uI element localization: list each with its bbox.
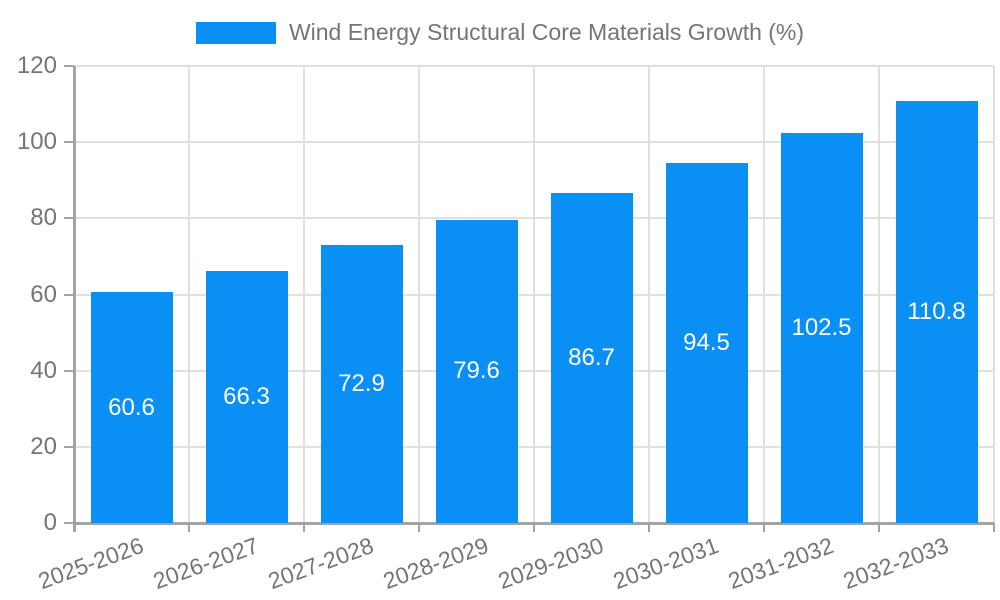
y-tick-label: 120: [16, 52, 57, 79]
bar-value-label: 66.3: [223, 382, 270, 410]
x-tick-label: 2027-2028: [264, 532, 377, 595]
x-tick-mark: [648, 523, 650, 532]
y-tick-mark: [64, 217, 74, 220]
y-tick-mark: [64, 65, 74, 67]
x-tick-label: 2026-2027: [149, 532, 262, 595]
y-tick-mark: [64, 369, 74, 372]
bar: [90, 292, 173, 523]
y-tick-label: 80: [30, 204, 57, 232]
gridline-vertical: [763, 66, 765, 523]
bar-value-label: 60.6: [108, 393, 155, 421]
legend-label: Wind Energy Structural Core Materials Gr…: [288, 19, 805, 45]
x-axis-line: [74, 522, 994, 525]
gridline-vertical: [878, 66, 880, 523]
bar: [320, 245, 403, 523]
y-tick-label: 0: [43, 509, 57, 536]
x-tick-mark: [533, 523, 535, 532]
y-axis-line: [73, 66, 76, 532]
bar: [665, 163, 748, 523]
x-tick-mark: [303, 523, 305, 532]
bar: [895, 101, 978, 523]
gridline-vertical: [418, 66, 420, 523]
gridline-vertical: [993, 66, 995, 523]
bar: [205, 270, 288, 523]
x-tick-mark: [418, 523, 420, 532]
plot-area: 0 20 40 60 80 100 120 60.6 2025-2026 66.3 2026-202…: [17, 52, 995, 594]
x-tick-mark: [188, 523, 190, 532]
bar-value-label: 86.7: [568, 343, 615, 371]
x-tick-label: 2029-2030: [494, 532, 607, 595]
x-tick-label: 2025-2026: [34, 532, 147, 595]
gridline-vertical: [533, 66, 535, 523]
x-tick-label: 2030-2031: [609, 532, 722, 595]
bar-value-label: 102.5: [791, 313, 852, 341]
bar: [780, 132, 863, 523]
x-tick-label: 2028-2029: [379, 532, 492, 595]
gridline-vertical: [648, 66, 650, 523]
x-tick-label: 2032-2033: [839, 532, 952, 595]
bar-value-label: 72.9: [338, 370, 385, 398]
y-tick-mark: [64, 522, 74, 524]
legend-swatch: [195, 21, 276, 44]
y-tick-label: 40: [30, 356, 57, 384]
gridline-vertical: [188, 66, 190, 523]
x-tick-label: 2031-2032: [724, 532, 837, 595]
x-tick-mark: [993, 523, 995, 532]
bar-value-label: 79.6: [453, 357, 500, 385]
bar-value-label: 94.5: [683, 329, 730, 357]
gridline-vertical: [303, 66, 305, 523]
bar: [435, 219, 518, 523]
legend: Wind Energy Structural Core Materials Gr…: [0, 19, 1000, 46]
x-tick-mark: [878, 523, 880, 532]
bar: [550, 192, 633, 523]
bar-value-label: 110.8: [907, 298, 966, 326]
y-tick-label: 60: [30, 280, 57, 308]
y-tick-mark: [64, 293, 74, 296]
y-tick-label: 20: [30, 432, 57, 460]
x-tick-mark: [763, 523, 765, 532]
y-tick-label: 100: [16, 128, 57, 156]
y-tick-mark: [64, 445, 74, 448]
y-tick-mark: [64, 141, 74, 144]
